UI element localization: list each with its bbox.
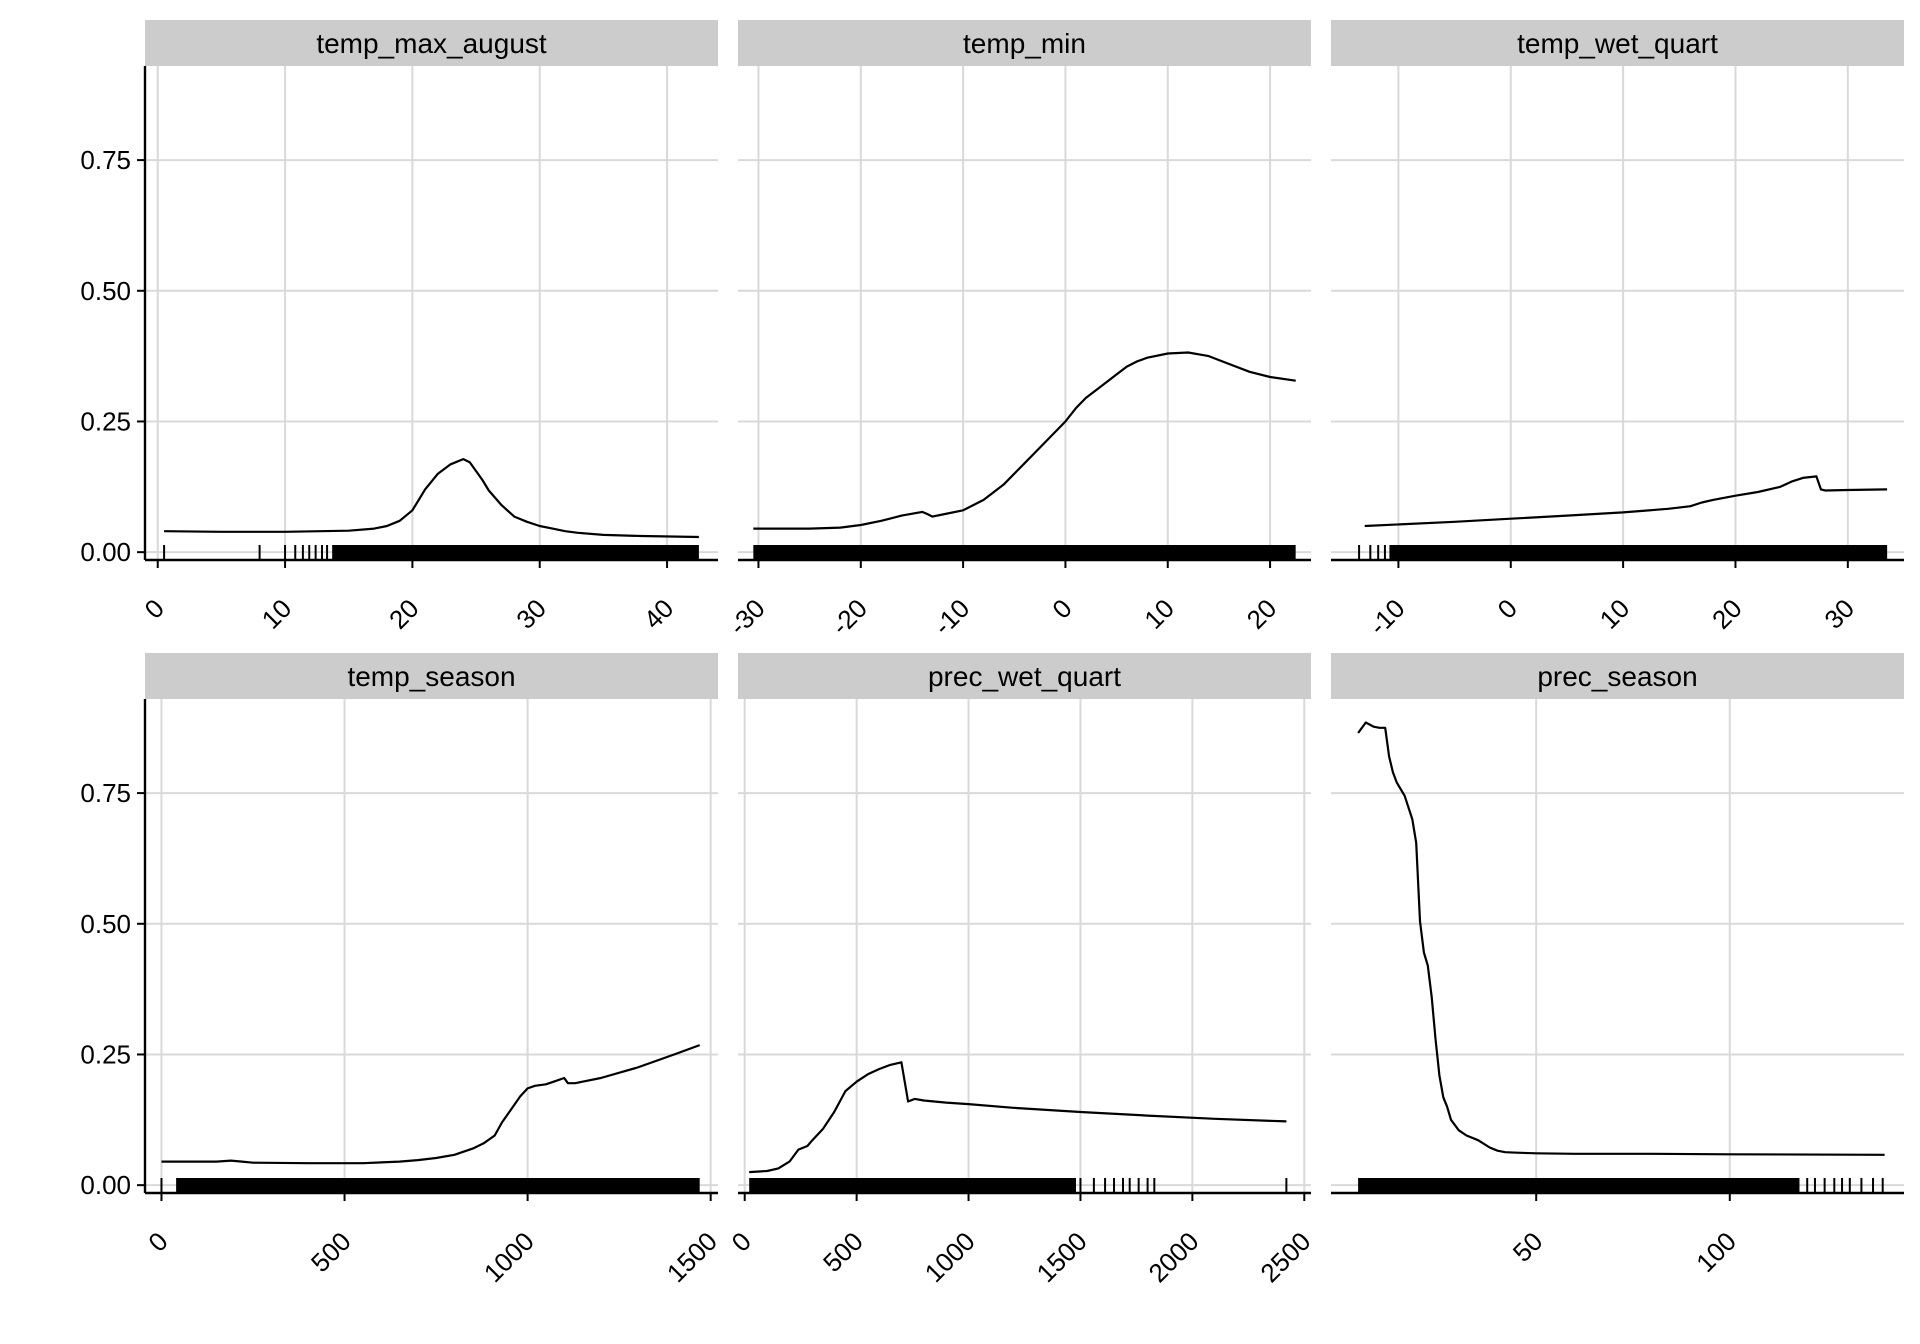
rug-band [749, 1178, 1076, 1192]
x-tick-label: 0 [1492, 593, 1523, 624]
panels: temp_max_august 0 10 20 30 40 0.00 0.25 0.50 0.75… [80, 20, 1904, 1288]
facet-title: prec_season [1537, 661, 1697, 692]
x-tick-label: 10 [256, 593, 298, 635]
x-tick-label: -10 [928, 593, 976, 641]
x-tick-label: 10 [1594, 593, 1636, 635]
x-tick-label: 20 [383, 593, 425, 635]
x-tick-label: 1000 [478, 1226, 540, 1288]
panel-temp_wet_quart: temp_wet_quart -10 0 10 20 30 [1331, 20, 1904, 641]
x-tick-label: -20 [825, 593, 873, 641]
x-tick-label: 0 [142, 1226, 173, 1257]
x-tick-label: 0 [1046, 593, 1077, 624]
y-tick-label: 0.50 [80, 276, 131, 306]
panel-prec_wet_quart: prec_wet_quart 0 500 1000 1500 2000 2500 [726, 653, 1317, 1288]
x-tick-label: 2500 [1254, 1226, 1316, 1288]
x-tick-label: 500 [305, 1226, 357, 1278]
y-tick-label: 0.00 [80, 1170, 131, 1200]
facet-strip [1331, 20, 1904, 66]
rug-band [176, 1178, 700, 1192]
facet-strip [738, 20, 1311, 66]
x-tick-label: 1500 [661, 1226, 723, 1288]
panel-temp_max_august: temp_max_august 0 10 20 30 40 0.00 0.25 0.50 0.75 [80, 20, 718, 635]
y-tick-label: 0.00 [80, 537, 131, 567]
facet-strip [145, 653, 718, 699]
x-tick-label: 500 [817, 1226, 869, 1278]
x-tick-label: -10 [1363, 593, 1411, 641]
rug-band [753, 545, 1296, 559]
panel-temp_season: temp_season 0 500 1000 1500 0.00 0.25 0.50 0.75 [80, 653, 723, 1288]
series-line [161, 1044, 701, 1165]
series-line [164, 458, 699, 539]
x-tick-label: 1000 [919, 1226, 981, 1288]
rug-band [332, 545, 699, 559]
x-tick-label: 100 [1690, 1226, 1742, 1278]
series-line [1357, 721, 1885, 1156]
series-line [1364, 475, 1888, 528]
panel-prec_season: prec_season 50 100 [1331, 653, 1904, 1278]
x-tick-label: -30 [723, 593, 771, 641]
y-tick-label: 0.50 [80, 909, 131, 939]
x-tick-label: 40 [638, 593, 680, 635]
y-tick-label: 0.75 [80, 778, 131, 808]
facet-strip [738, 653, 1311, 699]
x-tick-label: 30 [510, 593, 552, 635]
y-tick-label: 0.25 [80, 406, 131, 436]
facet-title: temp_max_august [316, 28, 547, 59]
facet-title: temp_min [963, 28, 1086, 59]
panel-temp_min: temp_min -30 -20 -10 0 10 20 [723, 20, 1311, 641]
series-line [749, 1061, 1287, 1174]
x-tick-label: 0 [726, 1226, 757, 1257]
y-tick-label: 0.25 [80, 1039, 131, 1069]
facet-title: prec_wet_quart [928, 661, 1121, 692]
x-tick-label: 30 [1818, 593, 1860, 635]
y-tick-label: 0.75 [80, 145, 131, 175]
facet-title: temp_wet_quart [1517, 28, 1718, 59]
x-tick-label: 0 [139, 593, 170, 624]
facet-strip [145, 20, 718, 66]
x-tick-label: 1500 [1031, 1226, 1093, 1288]
rug-band [1389, 545, 1888, 559]
facet-title: temp_season [347, 661, 515, 692]
x-tick-label: 20 [1241, 593, 1283, 635]
series-line [753, 351, 1296, 530]
x-tick-label: 10 [1138, 593, 1180, 635]
x-tick-label: 20 [1706, 593, 1748, 635]
rug-band [1358, 1178, 1800, 1192]
facet-strip [1331, 653, 1904, 699]
x-tick-label: 50 [1507, 1226, 1549, 1268]
x-tick-label: 2000 [1142, 1226, 1204, 1288]
